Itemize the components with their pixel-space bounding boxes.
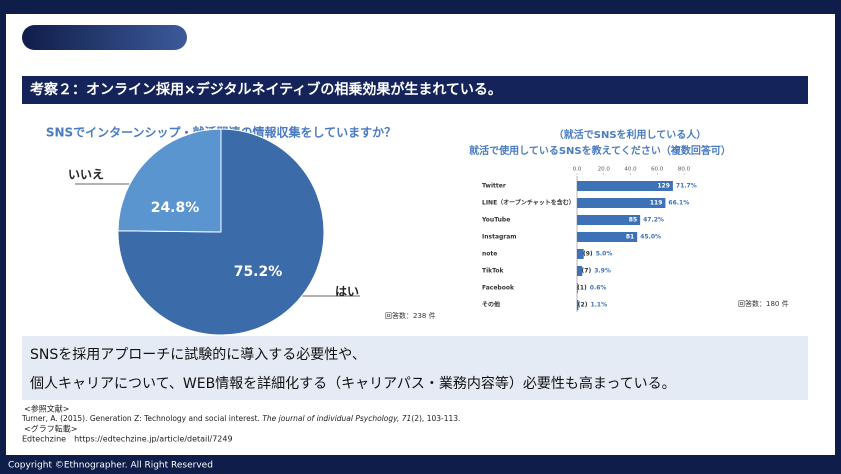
y-tick-label: その他	[482, 301, 500, 309]
y-tick-label: LINE（オープンチャットを含む）	[482, 199, 575, 207]
count-label: 119	[650, 200, 663, 207]
journal: The journal of individual Psychology	[262, 414, 398, 423]
value-label: 5.0%	[596, 251, 613, 258]
citation: Turner, A. (2015). Generation Z: Technol…	[21, 414, 460, 423]
value-label: 0.6%	[590, 285, 607, 292]
bar	[577, 300, 579, 310]
y-tick-label: TikTok	[482, 268, 505, 275]
summary-line: SNSを採用アプローチに試験的に導入する必要性や、	[30, 347, 366, 363]
pie-slice	[117, 128, 222, 233]
footer: Copyright ©Ethnographer. All Right Reser…	[8, 461, 213, 471]
summary-line: 個人キャリアについて、WEB情報を詳細化する（キャリアパス・業務内容等）必要性も…	[30, 375, 676, 392]
slice-label: 24.8%	[151, 200, 200, 216]
heading-bar	[22, 76, 808, 104]
count-label: (1)	[577, 285, 587, 292]
value-label: 3.9%	[594, 268, 611, 275]
bar	[577, 266, 583, 276]
pill	[22, 25, 187, 50]
citation-text: (2), 103-113.	[411, 414, 460, 423]
x-tick-label: 0.0	[573, 167, 582, 173]
y-tick-label: Twitter	[482, 183, 506, 190]
count-label: 129	[657, 183, 670, 190]
x-tick-label: 40.0	[624, 167, 637, 173]
y-tick-label: note	[482, 251, 497, 258]
count-label: (9)	[583, 251, 593, 258]
bar	[577, 232, 638, 242]
volume: , 71	[397, 414, 411, 423]
pie-slice	[117, 128, 325, 336]
y-tick-label: YouTube	[481, 217, 510, 224]
value-label: 71.7%	[676, 183, 697, 190]
pie-note: 回答数：238 件	[385, 311, 436, 320]
value-label: 47.2%	[643, 217, 664, 224]
bar	[577, 249, 584, 259]
bar	[577, 283, 578, 293]
bar	[577, 181, 673, 191]
graph-source: Edtechzine https://edtechzine.jp/article…	[22, 435, 233, 444]
bar-note: 回答数：180 件	[738, 299, 789, 308]
count-label: 85	[629, 217, 637, 224]
value-label: 1.1%	[590, 302, 607, 309]
value-label: 45.0%	[640, 234, 661, 241]
value-label: 66.1%	[668, 200, 689, 207]
count-label: 81	[626, 234, 634, 241]
count-label: (7)	[582, 268, 592, 275]
category-label: はい	[335, 285, 359, 299]
heading: 考察２：オンライン採用×デジタルネイティブの相乗効果が生まれている。	[30, 81, 502, 98]
summary-box	[22, 336, 808, 400]
ref-heading: <参照文献>	[24, 404, 69, 414]
graph-heading: <グラフ転載>	[24, 424, 77, 434]
bar	[577, 198, 666, 208]
x-tick-label: 80.0	[678, 167, 691, 173]
bar	[577, 215, 641, 225]
bar-title: 就活で使用しているSNSを教えてください（複数回答可）	[469, 144, 731, 157]
y-tick-label: Facebook	[482, 285, 515, 292]
citation-text: Turner, A. (2015). Generation Z: Technol…	[21, 414, 262, 423]
count-label: (2)	[578, 302, 588, 309]
category-label: いいえ	[68, 168, 104, 182]
y-tick-label: Instagram	[482, 234, 517, 241]
x-tick-label: 60.0	[651, 167, 664, 173]
x-tick-label: 20.0	[598, 167, 611, 173]
slice-label: 75.2%	[234, 264, 283, 280]
bar-title: （就活でSNSを利用している人）	[554, 128, 706, 141]
